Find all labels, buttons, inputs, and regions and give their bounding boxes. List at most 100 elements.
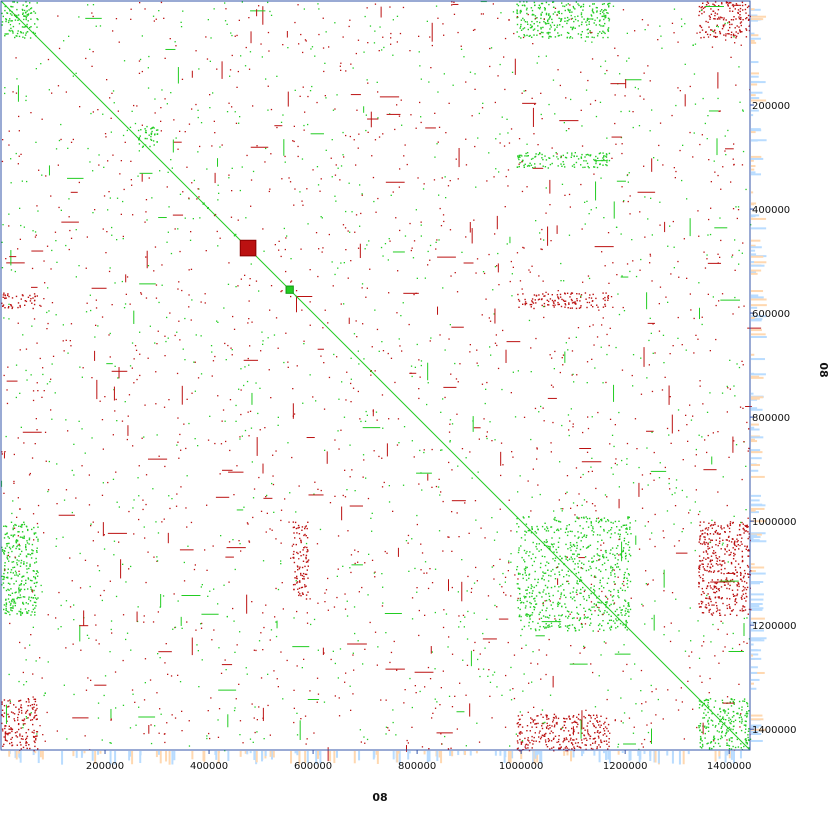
repeat-dot	[27, 13, 30, 15]
alignment-dot	[337, 267, 339, 269]
repeat-dot	[28, 537, 31, 539]
repeat-dot	[728, 748, 731, 750]
alignment-dot	[188, 294, 190, 296]
repeat-block	[516, 1, 611, 39]
alignment-dot	[197, 116, 199, 119]
repeat-dot	[11, 599, 13, 602]
repeat-dot	[5, 297, 7, 299]
repeat-dot	[524, 302, 526, 305]
repeat-dot	[574, 18, 577, 21]
repeat-dot	[573, 568, 576, 570]
coverage-bar-y	[751, 165, 756, 168]
repeat-dot	[571, 530, 573, 533]
repeat-dot	[520, 602, 522, 604]
repeat-dot	[725, 579, 727, 581]
repeat-dot	[730, 728, 732, 730]
repeat-dot	[722, 602, 724, 605]
repeat-dot	[571, 742, 573, 744]
repeat-dot	[740, 541, 742, 543]
repeat-dot	[547, 625, 549, 627]
repeat-dot	[593, 3, 595, 5]
alignment-dot	[128, 510, 130, 513]
alignment-dot	[538, 275, 540, 277]
alignment-dot	[698, 434, 700, 436]
alignment-dot	[508, 499, 510, 501]
repeat-dot	[300, 574, 302, 576]
repeat-dot	[619, 568, 621, 571]
repeat-dot	[730, 748, 733, 750]
alignment-dot	[191, 182, 193, 184]
alignment-dot	[50, 409, 52, 411]
repeat-dot	[521, 726, 524, 728]
repeat-dot	[23, 718, 26, 720]
repeat-dot	[732, 19, 735, 21]
repeat-dot	[539, 730, 541, 732]
repeat-dot	[717, 738, 719, 741]
repeat-dot	[599, 534, 601, 536]
repeat-dot	[567, 625, 569, 627]
repeat-dot	[516, 722, 518, 725]
alignment-dot	[402, 484, 405, 486]
repeat-dot	[301, 566, 304, 569]
repeat-dot	[746, 742, 748, 744]
repeat-dot	[703, 557, 705, 559]
alignment-dot	[645, 570, 647, 572]
alignment-dot	[677, 409, 680, 411]
repeat-dot	[21, 536, 23, 538]
repeat-dot	[533, 14, 535, 16]
repeat-dot	[624, 610, 627, 612]
alignment-dot	[197, 650, 199, 652]
repeat-dot	[550, 586, 553, 589]
alignment-dot	[612, 473, 614, 475]
repeat-dot	[581, 742, 583, 744]
repeat-dot	[586, 617, 588, 619]
repeat-dot	[709, 742, 712, 744]
alignment-dot	[307, 223, 309, 225]
repeat-dot	[746, 546, 748, 548]
repeat-dot	[610, 590, 612, 593]
repeat-dot	[7, 588, 9, 591]
repeat-dot	[5, 607, 7, 610]
repeat-dot	[12, 527, 14, 529]
repeat-dot	[742, 560, 744, 562]
alignment-dot	[356, 336, 358, 338]
repeat-dot	[729, 598, 731, 600]
repeat-dot	[714, 531, 716, 533]
repeat-dot	[519, 597, 521, 600]
alignment-dot	[251, 321, 253, 323]
alignment-dot	[226, 615, 228, 618]
alignment-dot	[574, 514, 576, 516]
repeat-dot	[23, 596, 26, 598]
repeat-dot	[595, 161, 597, 163]
alignment-dot	[179, 681, 182, 683]
alignment-dot	[527, 13, 529, 16]
repeat-dot	[704, 732, 706, 735]
repeat-dot	[14, 523, 16, 526]
repeat-dot	[12, 30, 14, 33]
repeat-dot	[12, 712, 14, 714]
coverage-bar-y	[751, 724, 762, 727]
alignment-dot	[396, 669, 398, 671]
alignment-dot	[287, 47, 289, 49]
repeat-dot	[747, 14, 750, 17]
repeat-dot	[13, 14, 16, 17]
repeat-dot	[603, 15, 606, 17]
alignment-dot	[743, 305, 745, 307]
repeat-dot	[30, 719, 32, 721]
alignment-dot	[528, 269, 530, 271]
alignment-dot	[237, 219, 239, 221]
repeat-dot	[592, 748, 594, 750]
repeat-dot	[729, 613, 732, 615]
repeat-dot	[16, 32, 19, 35]
alignment-dot	[45, 175, 47, 177]
repeat-dot	[713, 29, 716, 32]
alignment-dot	[84, 452, 86, 454]
alignment-dot	[69, 606, 72, 608]
repeat-dot	[15, 295, 18, 298]
repeat-dot	[740, 729, 743, 732]
alignment-dot	[713, 740, 715, 742]
alignment-dot	[248, 364, 250, 366]
repeat-dot	[725, 1, 728, 3]
alignment-dot	[368, 553, 370, 555]
repeat-dot	[526, 165, 529, 167]
